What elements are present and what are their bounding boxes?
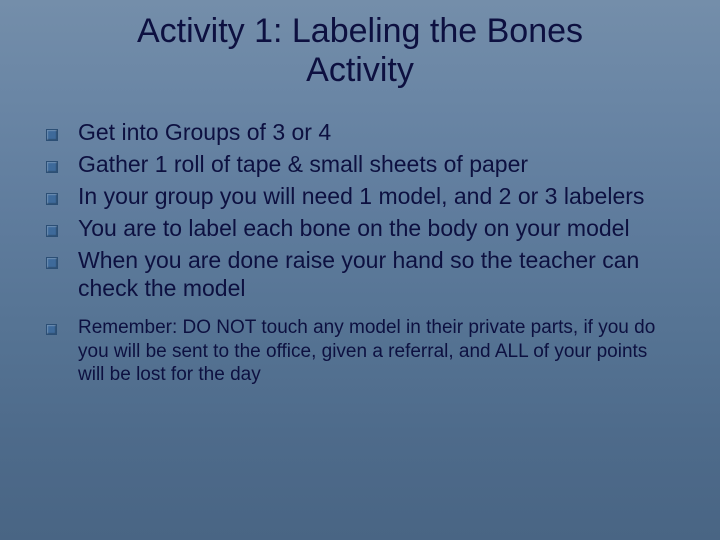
bullet-text: You are to label each bone on the body o… (78, 215, 630, 241)
bullet-text: Remember: DO NOT touch any model in thei… (78, 317, 655, 384)
title-line-1: Activity 1: Labeling the Bones (137, 12, 583, 50)
bullet-text: In your group you will need 1 model, and… (78, 183, 644, 209)
title-line-2: Activity (306, 51, 414, 89)
list-item: In your group you will need 1 model, and… (40, 182, 678, 210)
list-item: You are to label each bone on the body o… (40, 214, 678, 242)
bullet-text: Gather 1 roll of tape & small sheets of … (78, 151, 528, 177)
bullet-text: When you are done raise your hand so the… (78, 247, 639, 301)
slide: Activity 1: Labeling the Bones Activity … (0, 0, 720, 540)
list-item-note: Remember: DO NOT touch any model in thei… (40, 316, 678, 386)
bullet-text: Get into Groups of 3 or 4 (78, 119, 331, 145)
list-item: When you are done raise your hand so the… (40, 246, 678, 302)
list-item: Gather 1 roll of tape & small sheets of … (40, 150, 678, 178)
slide-title: Activity 1: Labeling the Bones Activity (0, 8, 720, 90)
list-item: Get into Groups of 3 or 4 (40, 118, 678, 146)
bullet-list: Get into Groups of 3 or 4 Gather 1 roll … (0, 118, 720, 386)
